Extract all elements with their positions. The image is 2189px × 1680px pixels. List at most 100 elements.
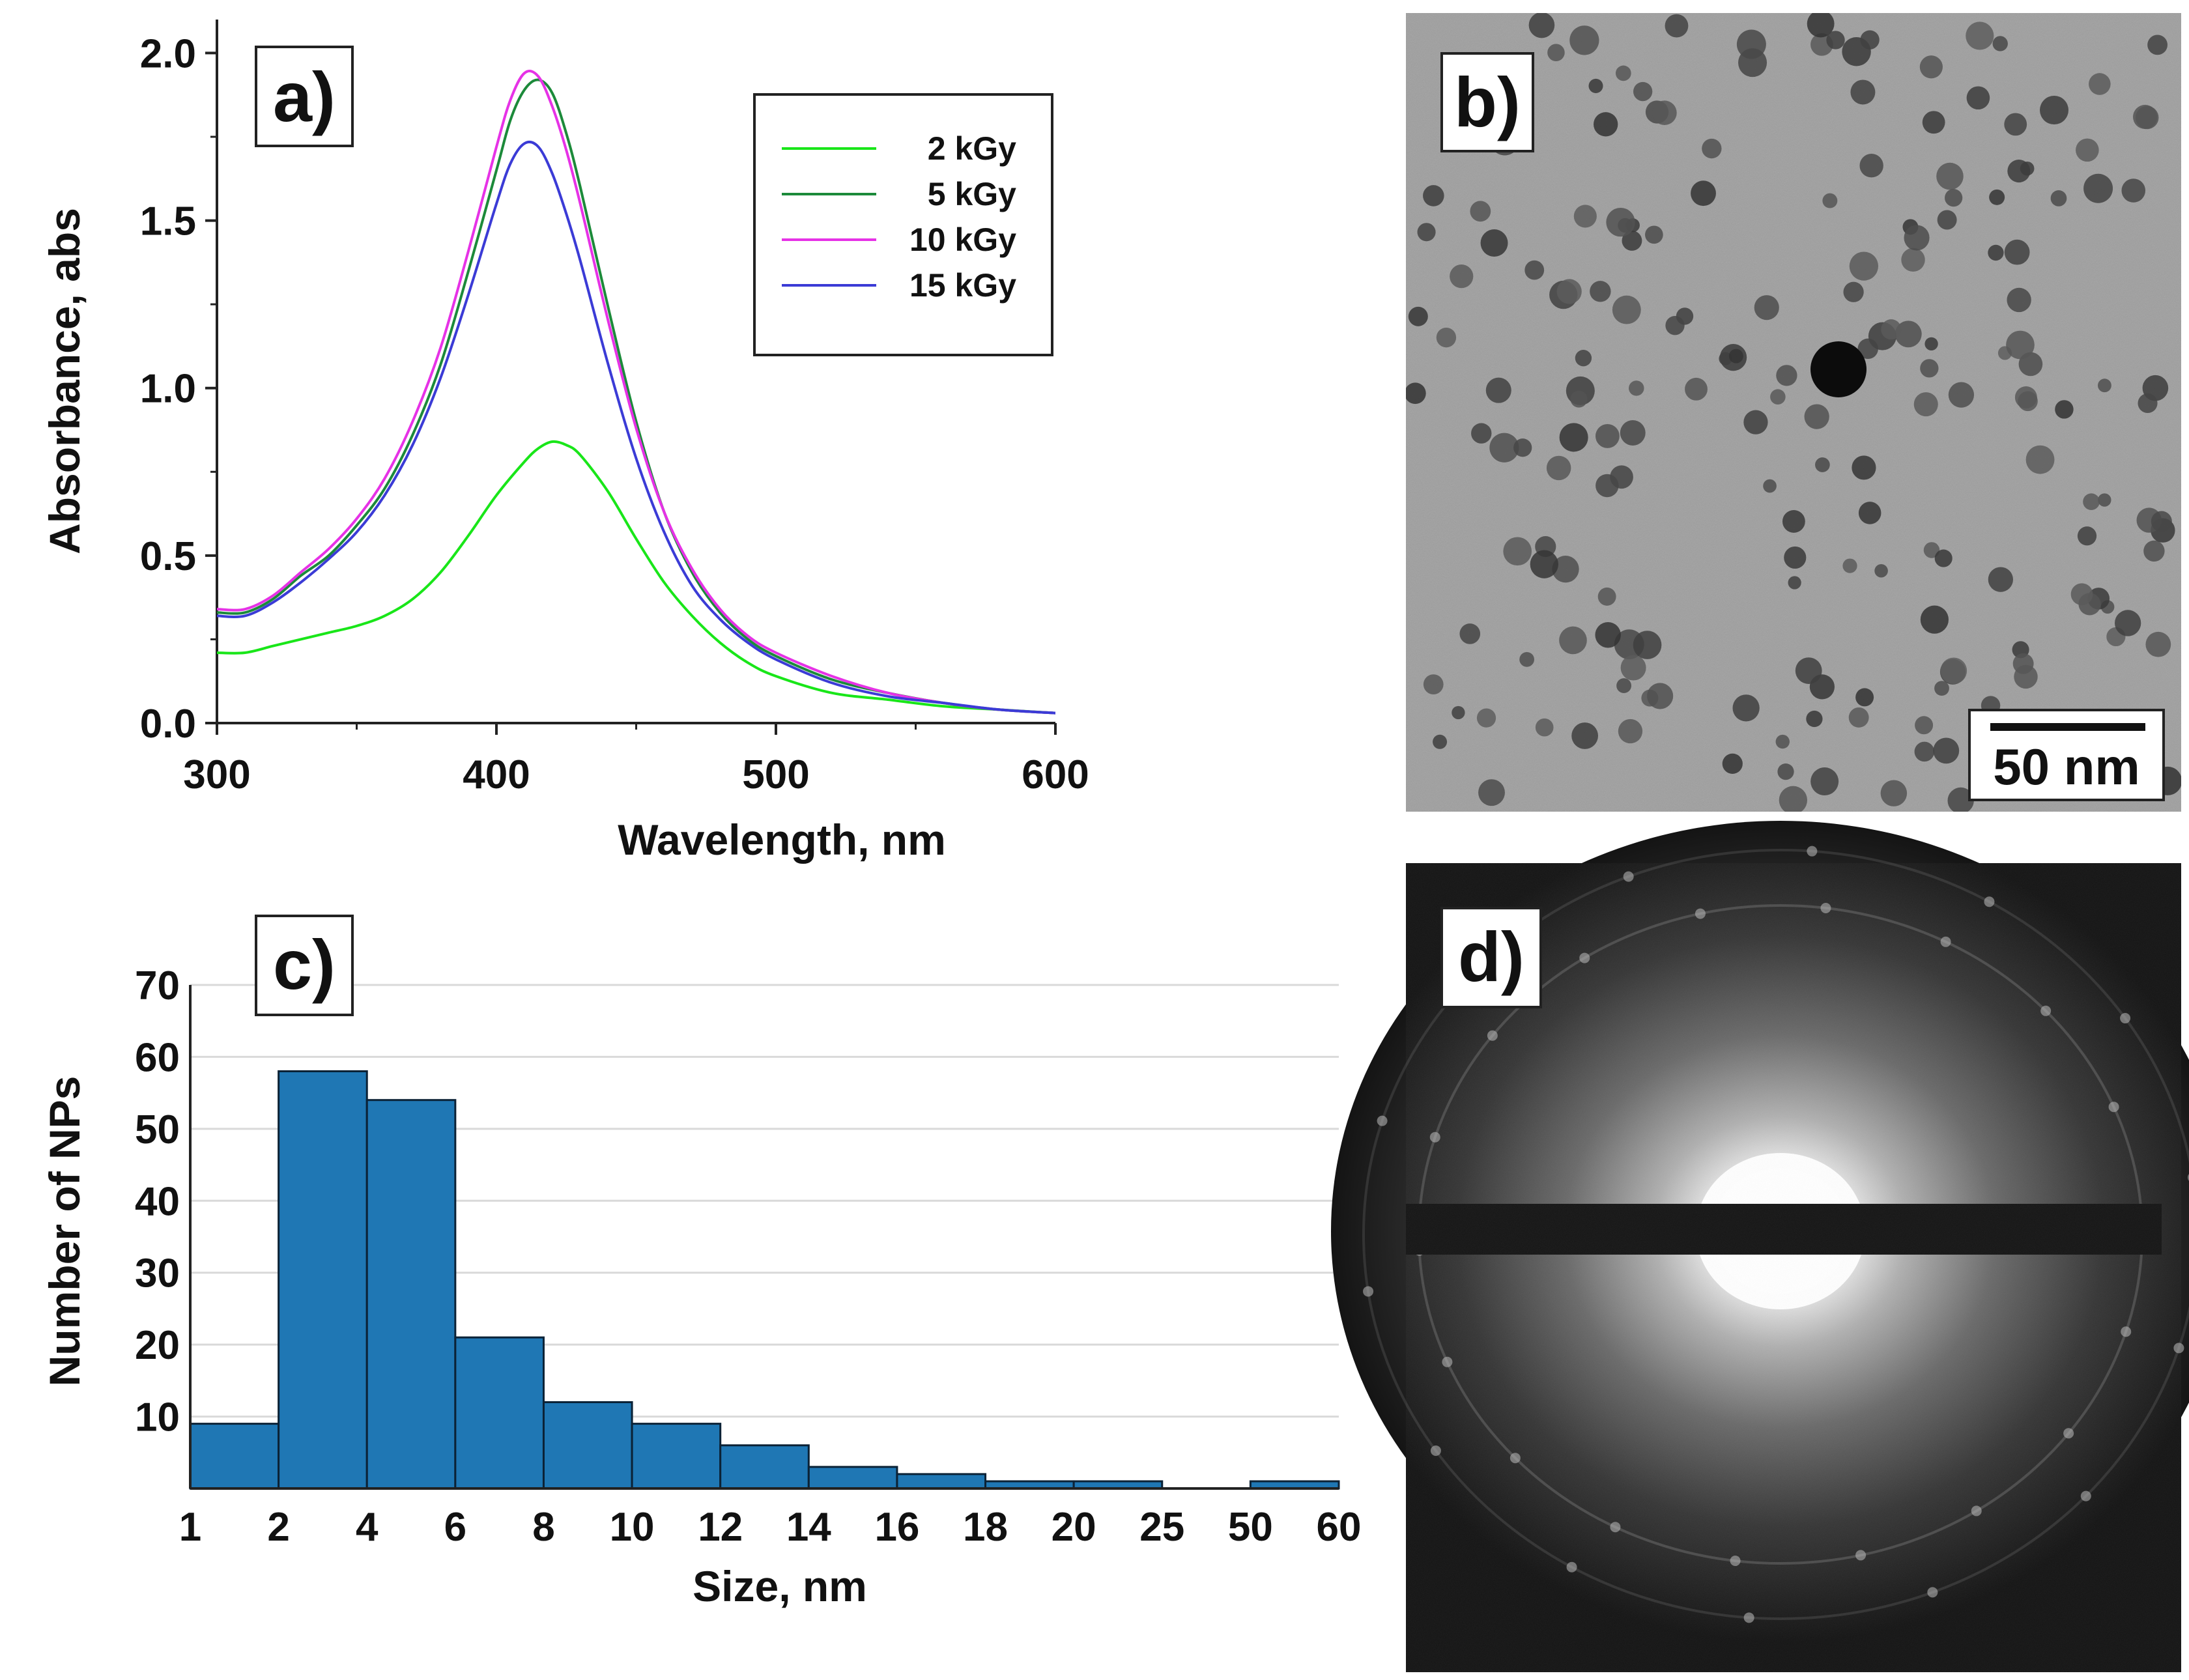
tem-particle (1569, 25, 1599, 55)
tem-particle (1595, 621, 1621, 648)
panel-a-y-tick-label: 2.0 (140, 31, 196, 76)
panel-a-y-tick-label: 1.5 (140, 199, 196, 244)
tem-particle (1784, 546, 1807, 569)
histogram-bar (807, 1466, 898, 1490)
tem-particle (1923, 542, 1940, 558)
tem-particle (1620, 655, 1646, 681)
tem-particle (1417, 223, 1436, 242)
series-line-15-kgy (217, 141, 1055, 715)
tem-particle (1513, 438, 1532, 457)
panel-c-bars (189, 1070, 1340, 1490)
tem-particle (1822, 193, 1838, 208)
tem-particle (2004, 239, 2030, 265)
tem-particle (2050, 190, 2067, 206)
tem-particle (2098, 493, 2111, 507)
tem-particle (1645, 225, 1663, 244)
tem-particle (1470, 201, 1491, 222)
tem-particle (1743, 410, 1768, 434)
panel-c-x-tick-label: 18 (963, 1505, 1008, 1550)
tem-particle (1480, 229, 1508, 257)
saed-spot (1807, 846, 1818, 857)
panel-c-y-tick-label: 60 (135, 1035, 180, 1080)
panel-b-label-text: b) (1454, 63, 1521, 141)
panel-c-label: c) (255, 915, 354, 1016)
tem-particle (2132, 104, 2158, 130)
tem-particle (1615, 65, 1631, 81)
tem-particle (1685, 377, 1708, 401)
panel-c-y-tick-label: 30 (135, 1251, 180, 1296)
tem-particle (1777, 763, 1794, 780)
tem-particle (1588, 78, 1603, 93)
tem-particle (1450, 264, 1474, 289)
tem-particle (1559, 626, 1587, 655)
tem-particle (2145, 631, 2171, 657)
tem-particle (2077, 526, 2097, 546)
series-line-10-kgy (217, 70, 1055, 715)
panel-b-tem-image: b) 50 nm (1406, 13, 2181, 812)
tem-particle (1590, 281, 1611, 302)
tem-particle (1989, 189, 2005, 205)
tem-particle (2083, 173, 2113, 203)
tem-particle (1934, 681, 1949, 696)
tem-particle (2070, 583, 2093, 606)
panel-c-y-tick-label: 10 (135, 1395, 180, 1440)
tem-particle (1485, 377, 1511, 403)
histogram-bar (896, 1473, 987, 1490)
panel-c-label-box (255, 915, 354, 1016)
tem-particle (1622, 231, 1642, 251)
tem-particle (1788, 576, 1801, 590)
panel-c-y-tick-label: 40 (135, 1179, 180, 1224)
histogram-bar (189, 1423, 280, 1490)
scale-bar: 50 nm (1968, 709, 2165, 801)
tem-particle (2143, 540, 2165, 562)
tem-particle (1556, 279, 1582, 304)
tem-particle (1895, 320, 1922, 348)
panel-a-tick-labels: 300 400 500 600 0.0 0.5 1.0 1.5 2.0 (140, 31, 1089, 797)
tem-particle (1433, 734, 1448, 749)
panel-a-label: a) (255, 46, 354, 147)
tem-particle (1552, 556, 1579, 583)
tem-particle (2121, 178, 2146, 203)
panel-c-x-tick-label: 1 (179, 1505, 201, 1550)
legend-label-2-kgy: 2 kGy (928, 130, 1016, 167)
tem-particle (1606, 207, 1635, 237)
tem-particle (1948, 382, 1975, 408)
panel-a-legend-box (753, 93, 1053, 356)
tem-particle (1842, 558, 1857, 573)
tem-particle (1858, 502, 1881, 524)
panel-a-absorbance-chart: 300 400 500 600 0.0 0.5 1.0 1.5 2.0 Wavelength, … (40, 20, 1089, 864)
panel-b-label: b) (1440, 52, 1534, 152)
panel-d-label-text: d) (1458, 917, 1524, 996)
tem-particle (1732, 694, 1760, 722)
panel-c-x-tick-label: 4 (356, 1505, 379, 1550)
series-line-5-kgy (217, 78, 1055, 715)
tem-particle (1947, 787, 1974, 812)
panel-c-label-text: c) (273, 925, 336, 1004)
panel-a-x-tick-label: 500 (742, 752, 809, 797)
panel-a-legend: 2 kGy 5 kGy 10 kGy 15 kGy (753, 93, 1053, 356)
saed-spot (2187, 1174, 2189, 1181)
tem-particle (1528, 13, 1555, 38)
histogram-bar (542, 1401, 633, 1490)
tem-particle (1559, 423, 1588, 452)
panel-d-label-box (1440, 907, 1542, 1008)
tem-particle (1763, 479, 1777, 493)
tem-particle (1629, 380, 1644, 396)
tem-particle (1459, 623, 1481, 644)
panel-a-y-tick-label: 0.5 (140, 534, 196, 579)
tem-particle (2004, 113, 2027, 136)
tem-particle (1881, 319, 1902, 340)
panel-b-label-box (1440, 52, 1534, 152)
panel-a-y-tick-label: 1.0 (140, 367, 196, 412)
tem-particle (1452, 705, 1465, 720)
tem-particle (1408, 306, 1428, 326)
tem-particle (1573, 205, 1597, 228)
tem-particle (1859, 154, 1883, 178)
tem-particle (1857, 338, 1878, 360)
panel-c-y-axis-title: Number of NPs (40, 1076, 89, 1387)
tem-particle (1810, 767, 1839, 796)
tem-particle (1776, 365, 1797, 386)
panel-c-x-tick-label: 20 (1052, 1505, 1096, 1550)
